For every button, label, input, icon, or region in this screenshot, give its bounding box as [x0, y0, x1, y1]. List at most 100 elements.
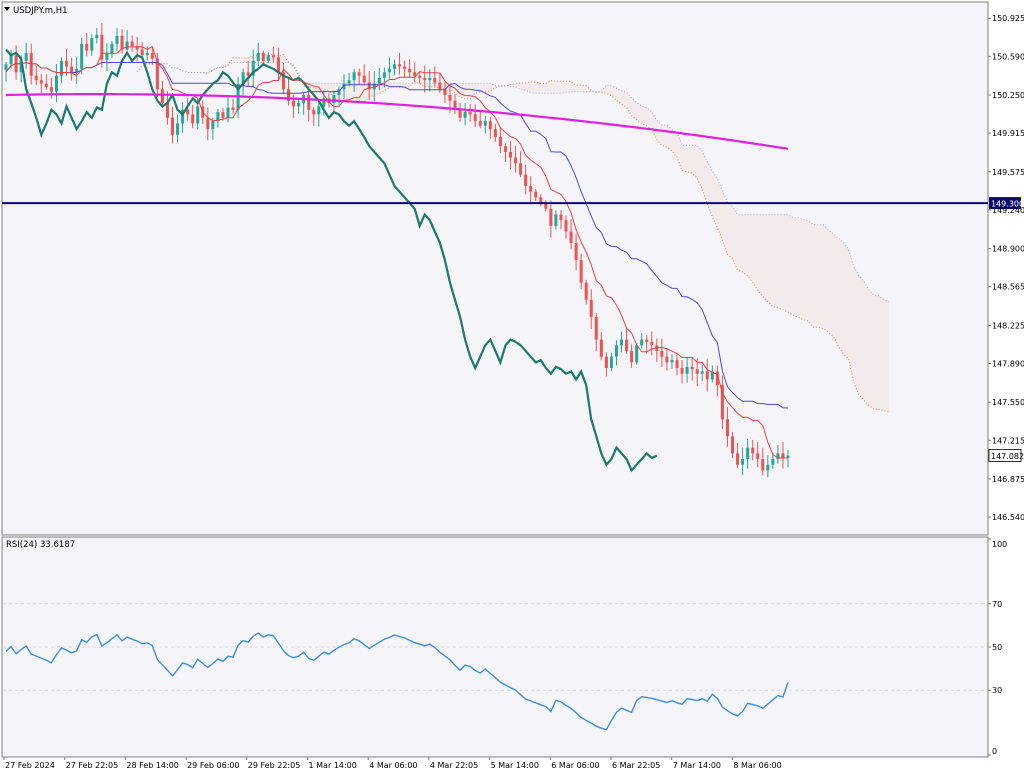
candle — [534, 189, 538, 202]
candle — [554, 210, 558, 230]
time-tick-label: 4 Mar 22:05 — [430, 761, 478, 770]
candle — [367, 71, 371, 101]
price-tick-label: 148.225 — [992, 321, 1024, 330]
candle — [403, 60, 407, 78]
candle — [524, 164, 528, 195]
time-tick-label: 6 Mar 22:05 — [612, 761, 660, 770]
rsi-tick-label: 50 — [992, 643, 1002, 652]
candle — [594, 313, 598, 352]
candle — [604, 352, 608, 377]
candle — [246, 60, 250, 88]
candle — [39, 74, 43, 94]
candle — [458, 102, 462, 122]
chikou-span-line — [5, 48, 658, 473]
price-tick-label: 150.250 — [992, 91, 1024, 100]
candle — [584, 279, 588, 305]
candle — [539, 194, 543, 207]
candle — [256, 42, 260, 66]
rsi-line — [5, 632, 789, 731]
candle — [544, 199, 548, 212]
candle — [741, 447, 745, 476]
price-tick-label: 147.890 — [992, 359, 1024, 368]
time-tick-label: 6 Mar 06:00 — [551, 761, 599, 770]
candle — [786, 449, 790, 468]
time-tick-label: 27 Feb 22:05 — [66, 761, 118, 770]
rsi-tick-label: 70 — [992, 600, 1002, 609]
rsi-tick-label: 100 — [992, 540, 1007, 549]
candle — [287, 78, 291, 106]
candle — [715, 365, 719, 397]
level-price-label: 149.300 — [991, 200, 1024, 209]
candle — [54, 63, 58, 103]
time-tick-label: 8 Mar 06:00 — [733, 761, 781, 770]
candle — [100, 22, 104, 68]
time-tick-label: 27 Feb 2024 — [5, 761, 55, 770]
candle — [392, 59, 396, 76]
candle — [85, 32, 89, 57]
candle — [736, 442, 740, 469]
candle — [559, 210, 563, 230]
candle — [665, 347, 669, 371]
candle — [776, 445, 780, 464]
tenkan-line — [5, 45, 788, 459]
indicator-lines — [5, 45, 789, 731]
candle — [725, 407, 729, 447]
candle — [614, 340, 618, 366]
candle — [377, 67, 381, 91]
candle — [710, 365, 714, 383]
candle — [751, 439, 755, 461]
candle — [478, 111, 482, 129]
time-tick-label: 29 Feb 06:00 — [187, 761, 239, 770]
collapse-triangle-icon[interactable] — [4, 7, 10, 11]
candle — [418, 71, 422, 84]
candle — [90, 34, 94, 56]
candle — [589, 289, 593, 330]
candle — [337, 86, 341, 106]
candle — [59, 57, 64, 84]
candle — [443, 81, 447, 103]
candle — [493, 123, 497, 142]
candle — [155, 52, 159, 98]
candle — [781, 441, 785, 469]
candle — [413, 62, 417, 83]
candle — [276, 47, 280, 80]
moving-average-line — [5, 92, 789, 150]
candle — [645, 334, 649, 354]
candle — [231, 98, 235, 114]
candle — [483, 115, 487, 134]
price-tick-label: 150.590 — [992, 52, 1024, 61]
candle — [191, 104, 195, 129]
candle — [514, 145, 518, 173]
candle — [730, 431, 735, 459]
candle — [120, 29, 124, 54]
candle — [680, 359, 684, 384]
time-tick-label: 4 Mar 06:00 — [369, 761, 417, 770]
candle — [70, 57, 74, 81]
candle — [766, 455, 770, 478]
candle — [140, 41, 144, 60]
candle — [670, 354, 674, 369]
price-tick-label: 148.565 — [992, 283, 1024, 292]
level-price-box — [989, 197, 1021, 210]
candle — [433, 66, 437, 87]
price-tick-label: 149.575 — [992, 168, 1024, 177]
candle — [619, 331, 624, 353]
candle — [453, 93, 457, 114]
candle — [705, 359, 709, 392]
time-tick-label: 1 Mar 14:00 — [309, 761, 357, 770]
horizontal-level-group: 149.300 — [2, 197, 1024, 210]
candle — [771, 452, 775, 469]
candle — [281, 62, 285, 95]
price-panel — [1, 1, 989, 536]
candle — [579, 253, 583, 290]
candle — [170, 106, 175, 144]
candle — [488, 116, 492, 139]
candle — [110, 40, 114, 58]
candle — [423, 65, 427, 93]
candle — [115, 27, 119, 52]
candle — [635, 342, 639, 365]
candle — [685, 357, 689, 383]
candle — [176, 114, 180, 143]
